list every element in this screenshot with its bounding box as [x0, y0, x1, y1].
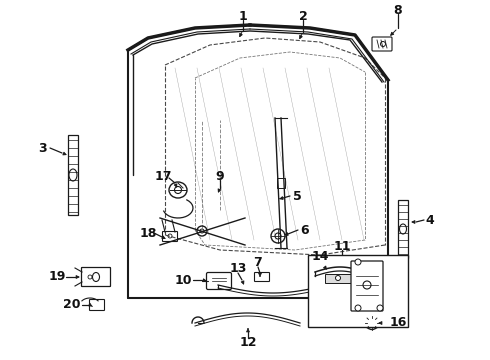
FancyBboxPatch shape [372, 37, 392, 51]
Text: 17: 17 [154, 170, 172, 183]
Text: 11: 11 [333, 239, 351, 252]
FancyBboxPatch shape [351, 261, 383, 311]
Ellipse shape [377, 305, 383, 311]
Ellipse shape [169, 182, 187, 198]
Text: 6: 6 [301, 224, 309, 237]
Bar [277, 178, 285, 188]
Ellipse shape [197, 226, 207, 236]
Ellipse shape [271, 229, 285, 243]
Ellipse shape [355, 259, 361, 265]
Text: 12: 12 [239, 336, 257, 348]
Bar [325, 274, 353, 283]
FancyBboxPatch shape [206, 273, 231, 289]
Ellipse shape [366, 316, 378, 329]
Ellipse shape [69, 169, 77, 181]
Text: 20: 20 [63, 298, 81, 311]
Ellipse shape [399, 224, 407, 234]
Bar [308, 255, 408, 327]
Text: 5: 5 [293, 189, 301, 202]
Text: 18: 18 [139, 226, 157, 239]
Text: 10: 10 [174, 274, 192, 287]
Text: 13: 13 [229, 261, 246, 274]
Text: 16: 16 [390, 316, 407, 329]
Text: 2: 2 [298, 9, 307, 23]
Ellipse shape [336, 275, 341, 280]
Ellipse shape [355, 305, 361, 311]
FancyBboxPatch shape [163, 231, 177, 242]
FancyBboxPatch shape [90, 300, 104, 310]
Text: 7: 7 [254, 256, 262, 270]
Text: 4: 4 [426, 213, 434, 226]
Text: 3: 3 [38, 141, 47, 154]
Text: 19: 19 [49, 270, 66, 284]
Bar [68, 135, 78, 215]
FancyBboxPatch shape [254, 273, 270, 282]
Text: 14: 14 [311, 249, 329, 262]
Bar [398, 200, 408, 258]
Ellipse shape [93, 273, 99, 282]
FancyBboxPatch shape [81, 267, 111, 287]
Text: 8: 8 [393, 4, 402, 17]
Text: 9: 9 [216, 170, 224, 183]
Text: 1: 1 [239, 9, 247, 23]
Text: 15: 15 [364, 270, 382, 283]
